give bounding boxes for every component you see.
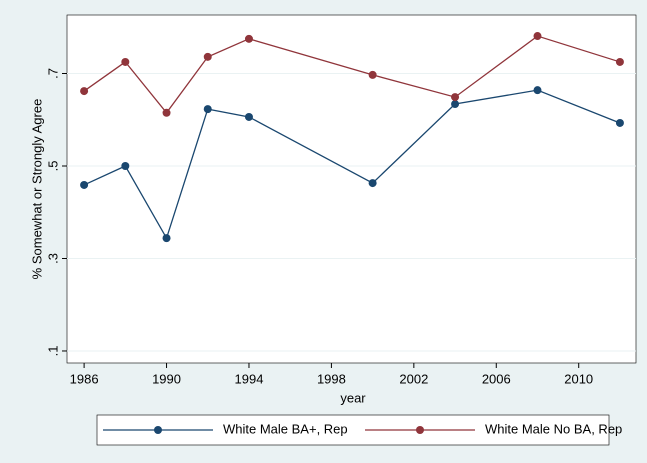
marker — [451, 93, 460, 102]
marker — [615, 57, 624, 66]
marker — [162, 108, 171, 117]
x-tick-label: 2002 — [399, 371, 428, 386]
x-tick-label: 1986 — [70, 371, 99, 386]
y-tick-label: .3 — [45, 253, 60, 264]
x-tick-label: 1994 — [235, 371, 264, 386]
plot-area — [66, 14, 637, 364]
y-axis-title: % Somewhat or Strongly Agree — [29, 99, 44, 280]
x-tick-label: 1998 — [317, 371, 346, 386]
marker — [615, 118, 624, 127]
marker — [121, 161, 130, 170]
marker — [80, 180, 89, 189]
legend-label: White Male BA+, Rep — [223, 421, 348, 436]
legend-label: White Male No BA, Rep — [485, 421, 622, 436]
x-tick-label: 2006 — [482, 371, 511, 386]
y-tick-label: .1 — [45, 346, 60, 357]
y-tick-label: .5 — [45, 161, 60, 172]
marker — [203, 105, 212, 114]
x-tick-label: 1990 — [152, 371, 181, 386]
marker — [244, 112, 253, 121]
marker — [533, 32, 542, 41]
legend-marker — [416, 426, 424, 434]
marker — [368, 179, 377, 188]
marker — [533, 86, 542, 95]
marker — [203, 52, 212, 61]
marker — [80, 87, 89, 96]
marker — [451, 100, 460, 109]
x-axis-title: year — [340, 390, 366, 405]
marker — [162, 234, 171, 243]
y-tick-label: .7 — [45, 68, 60, 79]
marker — [121, 57, 130, 66]
marker — [244, 34, 253, 43]
marker — [368, 70, 377, 79]
legend-marker — [154, 426, 162, 434]
x-tick-label: 2010 — [564, 371, 593, 386]
